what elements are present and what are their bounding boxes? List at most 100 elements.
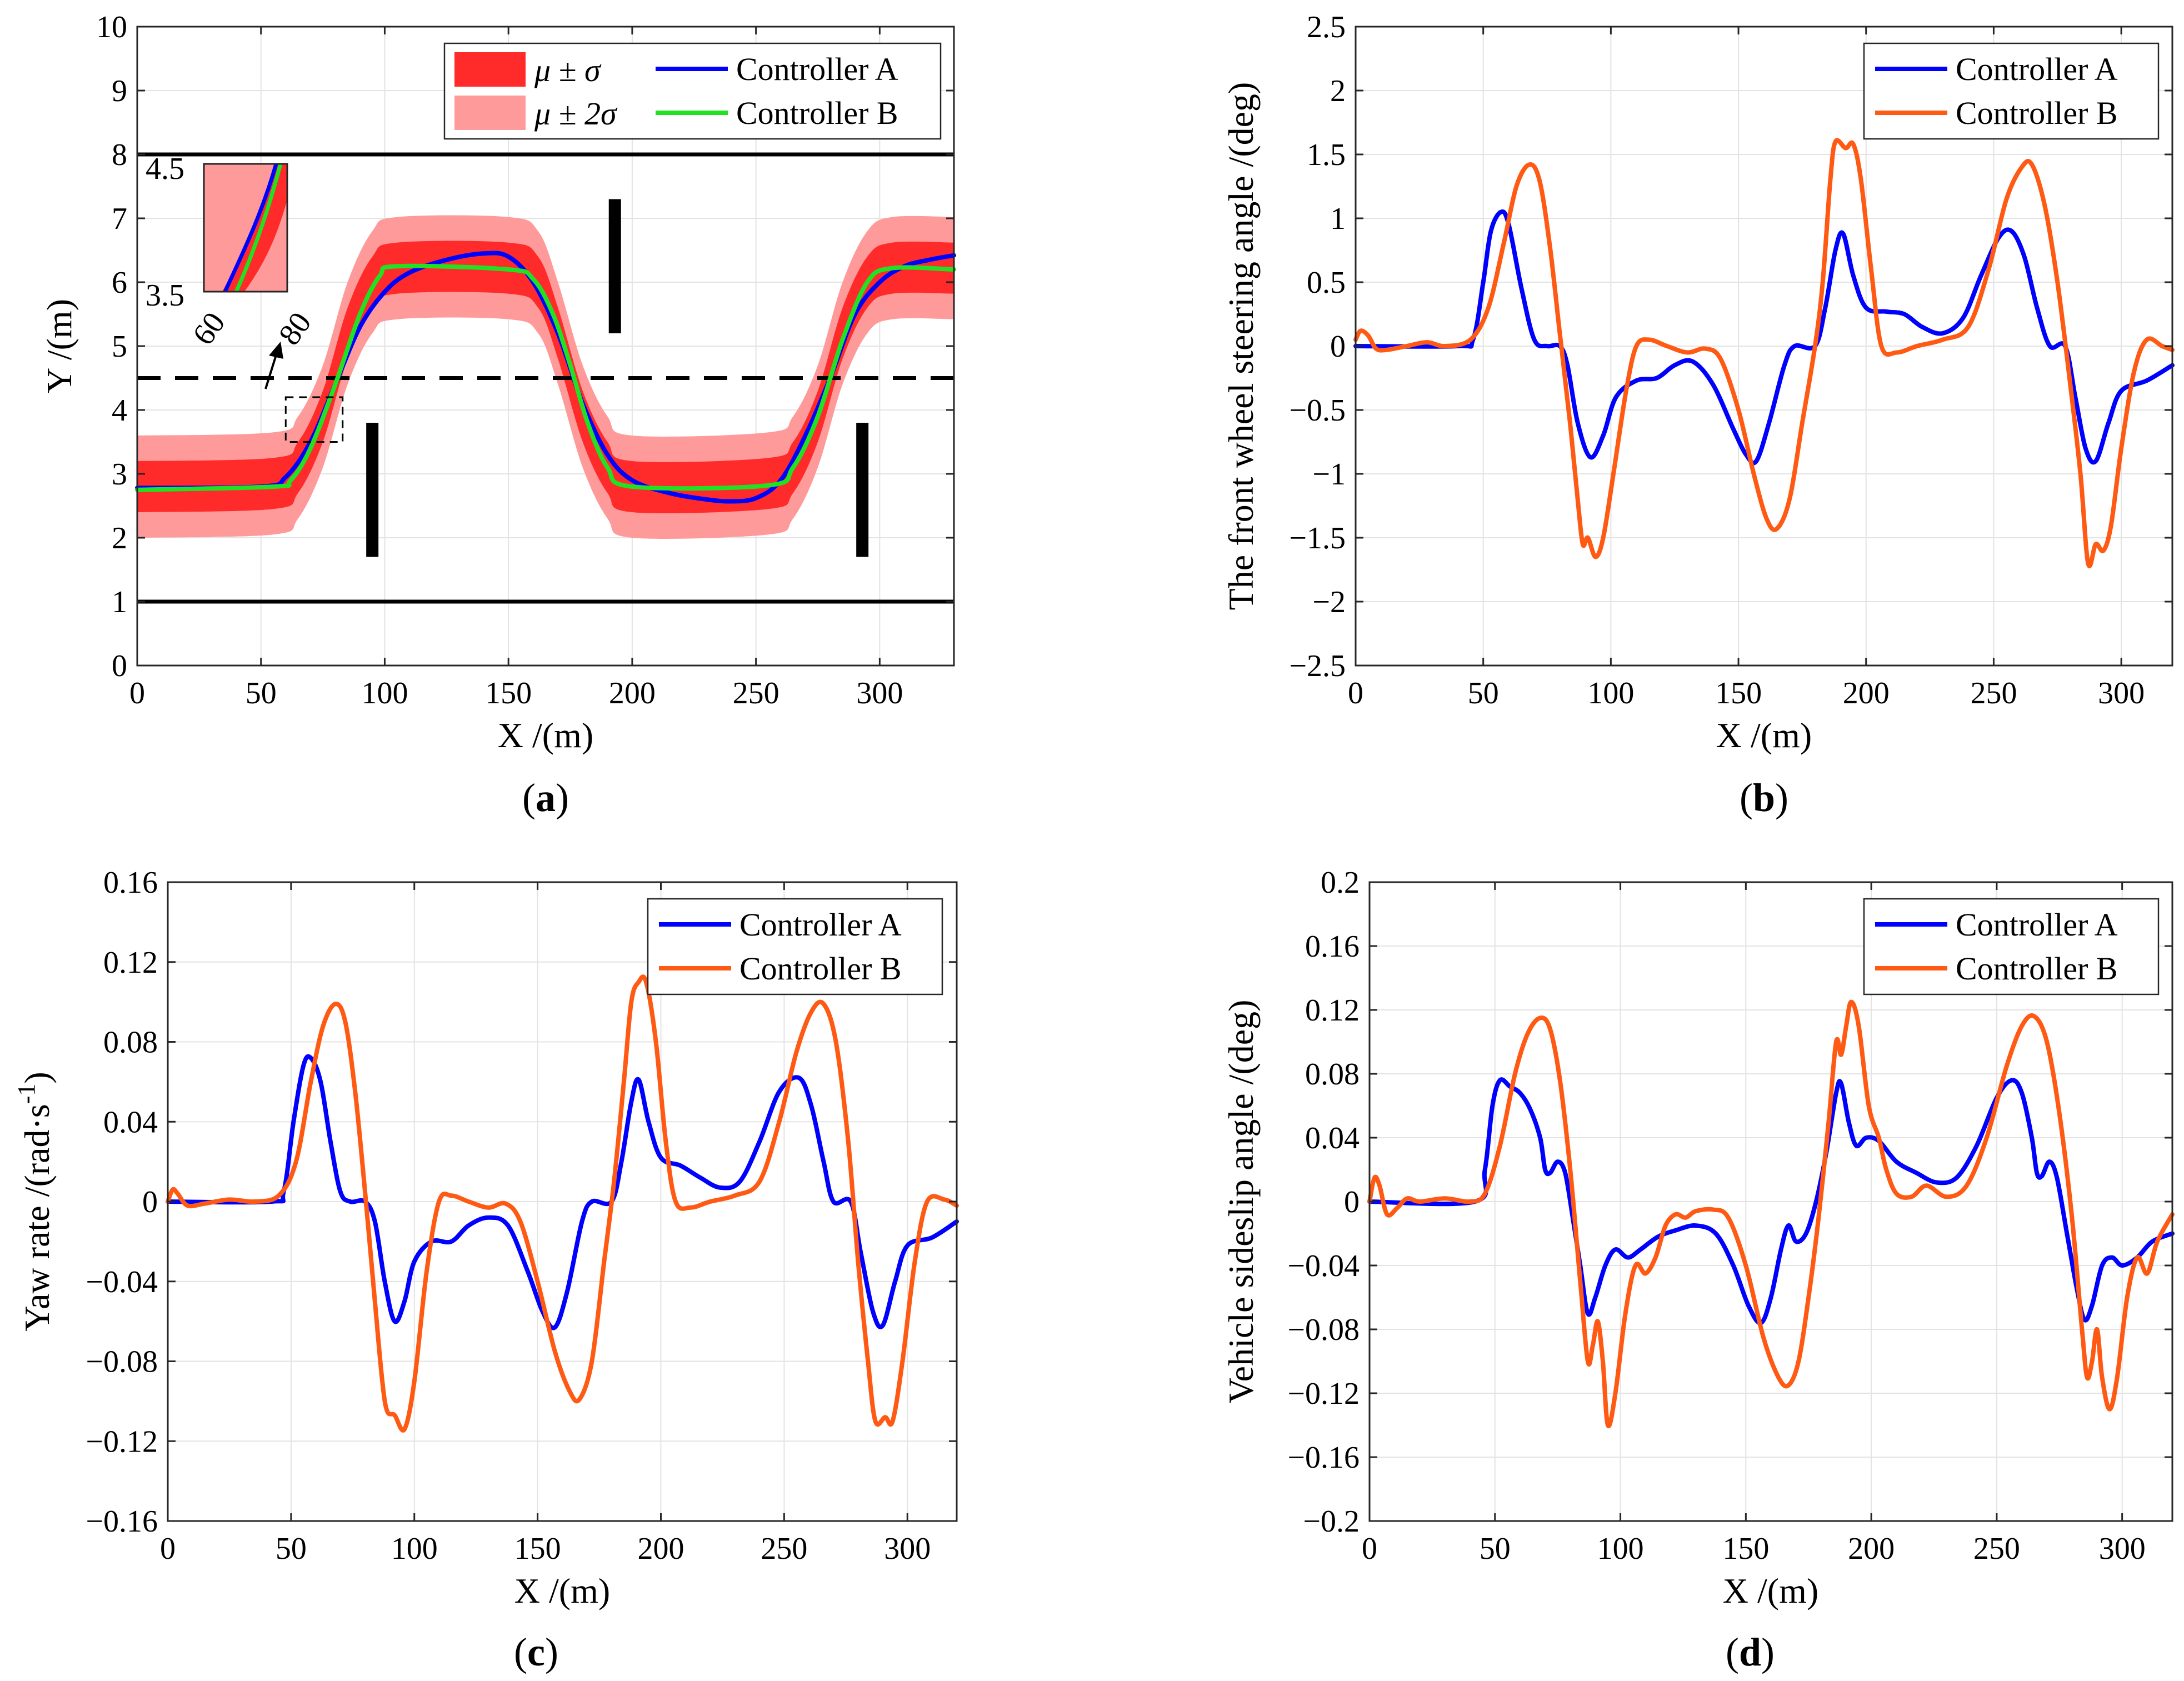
panel-a-x-ticks: 0 50 100 150 200 250 300 xyxy=(129,27,903,711)
x-tick-label: 300 xyxy=(2098,676,2145,711)
panel-c-y-label: Yaw rate /(rad·s-1) xyxy=(13,1072,57,1331)
y-tick-label: 9 xyxy=(112,74,127,108)
panel-a-y-ticks: 0 1 2 3 4 5 6 7 8 9 10 xyxy=(96,10,954,683)
y-tick-label: 10 xyxy=(96,10,127,44)
y-tick-label: −0.5 xyxy=(1289,393,1346,428)
panel-b: 0 50 100 150 200 250 300 −2.5 −2 −1.5 −1 −0.5 0 0.5 1… xyxy=(1221,10,2175,820)
panel-c-x-ticks: 0 50 100 150 200 250 300 xyxy=(160,882,931,1566)
y-tick-label: −0.04 xyxy=(1287,1249,1360,1283)
y-tick-label: 0.16 xyxy=(103,865,158,900)
zoom-region-box xyxy=(284,396,344,443)
panel-a-caption: (a) xyxy=(522,776,569,820)
y-tick-label: 0.2 xyxy=(1321,865,1360,900)
y-tick-label: 4 xyxy=(112,393,127,428)
y-tick-label: 3 xyxy=(112,457,127,492)
y-tick-label: −1 xyxy=(1312,457,1346,492)
y-tick-label: −0.04 xyxy=(86,1265,158,1299)
panel-a-series xyxy=(135,251,956,504)
panel-c-series xyxy=(166,974,959,1433)
legend-label-controller-b: Controller B xyxy=(1956,95,2118,131)
y-tick-label: −0.08 xyxy=(86,1345,158,1379)
y-tick-label: −0.12 xyxy=(86,1424,158,1459)
x-tick-label: 200 xyxy=(638,1532,684,1566)
panel-a-zoom-box xyxy=(284,396,344,443)
panel-d-x-ticks: 0 50 100 150 200 250 300 xyxy=(1362,882,2146,1566)
legend-label-controller-a: Controller A xyxy=(1956,907,2118,943)
x-tick-label: 250 xyxy=(761,1532,807,1566)
y-tick-label: 1 xyxy=(1330,202,1346,236)
series-line-controller-a xyxy=(1367,1077,2175,1325)
panel-c: 0 50 100 150 200 250 300 −0.16−0.12−0.08−0.040… xyxy=(13,865,959,1674)
y-tick-label: 0.5 xyxy=(1307,266,1346,300)
y-tick-label: 0.04 xyxy=(1305,1121,1360,1155)
panel-d-series xyxy=(1367,999,2175,1429)
legend-label-controller-b: Controller B xyxy=(1956,950,2118,987)
obstacle-bar xyxy=(856,423,869,557)
panel-c-y-ticks: −0.16 −0.12 −0.08 −0.04 0 0.04 0.08 0.12 0.16 xyxy=(86,865,957,1539)
panel-a-inset-arrow-head xyxy=(269,342,283,359)
panel-c-caption: (c) xyxy=(514,1630,558,1674)
panel-a-inset-ytick-top: 4.5 xyxy=(146,152,184,186)
panel-d-caption: (d) xyxy=(1726,1630,1775,1674)
y-tick-label: 0 xyxy=(112,649,127,683)
x-tick-label: 150 xyxy=(1722,1532,1769,1566)
panel-d-y-ticks: −0.2 −0.16 −0.12 −0.08 −0.04 0 0.04 0.08 0.12 0.1… xyxy=(1287,865,2172,1539)
obstacle-bar xyxy=(608,199,621,333)
panel-c-x-label: X /(m) xyxy=(514,1571,610,1610)
y-tick-label: 5 xyxy=(112,329,127,364)
x-tick-label: 100 xyxy=(1587,676,1634,711)
panel-a-legend-box xyxy=(443,42,942,140)
inset-band-2sigma-right xyxy=(244,200,287,292)
x-tick-label: 50 xyxy=(1480,1532,1511,1566)
y-tick-label: −1.5 xyxy=(1289,521,1346,556)
y-tick-label: 0.08 xyxy=(1305,1057,1360,1092)
panel-d-legend: Controller A Controller B xyxy=(1863,898,2160,995)
x-tick-label: 250 xyxy=(1970,676,2017,711)
x-tick-label: 0 xyxy=(160,1532,176,1566)
x-tick-label: 0 xyxy=(1348,676,1363,711)
x-tick-label: 200 xyxy=(609,676,656,711)
inset-line-controller-a xyxy=(223,163,278,293)
y-tick-label: −2.5 xyxy=(1289,649,1346,683)
x-tick-label: 250 xyxy=(1973,1532,2020,1566)
y-tick-label: 8 xyxy=(112,138,127,172)
panel-a-inset-border xyxy=(203,163,288,293)
panel-d-legend-box xyxy=(1863,898,2160,995)
y-tick-label: 6 xyxy=(112,266,127,300)
obstacle-bar xyxy=(366,423,379,557)
panel-a-x-label: X /(m) xyxy=(498,716,593,755)
legend-label-controller-b: Controller B xyxy=(736,95,898,131)
y-tick-label: 1.5 xyxy=(1307,138,1346,172)
panel-a-lane-lines xyxy=(137,152,954,604)
series-line-controller-b xyxy=(135,263,956,492)
panel-b-x-ticks: 0 50 100 150 200 250 300 xyxy=(1348,27,2145,711)
band-mu-2sigma xyxy=(137,215,954,539)
y-tick-label: −0.2 xyxy=(1303,1504,1360,1539)
y-tick-label: −0.12 xyxy=(1287,1377,1360,1411)
legend-label-band1: μ ± σ xyxy=(534,52,602,88)
x-tick-label: 50 xyxy=(276,1532,307,1566)
panel-c-y-label-tail: ) xyxy=(17,1072,57,1083)
x-tick-label: 300 xyxy=(884,1532,931,1566)
panel-a-legend: μ ± σ μ ± 2σ Controller A Controller B xyxy=(443,42,942,140)
y-tick-label: 1 xyxy=(112,585,127,619)
panel-a-y-label: Y /(m) xyxy=(39,299,79,393)
x-tick-label: 100 xyxy=(391,1532,438,1566)
panel-d: 0 50 100 150 200 250 300 −0.2−0.16−0.12−0.08−0… xyxy=(1221,865,2175,1674)
legend-swatch-band2 xyxy=(454,96,526,130)
y-tick-label: −0.08 xyxy=(1287,1313,1360,1347)
panel-b-legend: Controller A Controller B xyxy=(1863,42,2160,140)
panel-c-legend: Controller A Controller B xyxy=(647,898,943,995)
series-line-controller-a xyxy=(166,1054,959,1330)
x-tick-label: 0 xyxy=(1362,1532,1377,1566)
x-tick-label: 100 xyxy=(1597,1532,1644,1566)
y-tick-label: 0.12 xyxy=(103,945,158,980)
x-tick-label: 300 xyxy=(2099,1532,2146,1566)
y-tick-label: 2 xyxy=(112,521,127,556)
inset-band-2sigma-left xyxy=(204,164,278,292)
y-tick-label: 7 xyxy=(112,202,127,236)
y-tick-label: 0 xyxy=(1344,1185,1360,1219)
y-tick-label: 0 xyxy=(142,1185,158,1219)
